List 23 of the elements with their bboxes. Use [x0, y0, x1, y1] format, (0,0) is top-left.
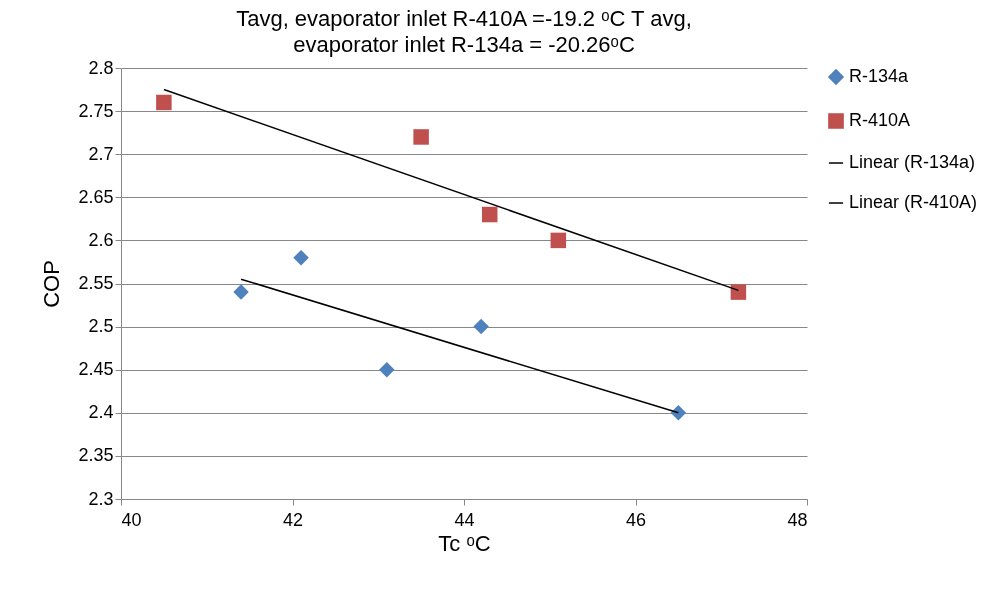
x-axis-title: Tc ᵒC: [438, 530, 491, 556]
legend-label: Linear (R-134a): [849, 152, 976, 172]
y-axis-title: COP: [39, 260, 65, 308]
y-tick-label: 2.5: [88, 316, 114, 337]
y-tick-label: 2.8: [88, 57, 114, 78]
y-tick-label: 2.55: [78, 273, 114, 293]
x-tick-label: 46: [625, 509, 647, 530]
y-tick-label: 2.3: [88, 488, 114, 509]
y-tick-label: 2.35: [78, 445, 114, 466]
y-tick-label: 2.6: [88, 229, 114, 250]
y-tick-label: 2.75: [78, 100, 114, 121]
y-tick-label: 2.45: [78, 359, 114, 380]
y-tick-label: 2.65: [78, 186, 114, 207]
chart-title: Tavg, evaporator inlet R-410A =-19.2 ᵒC T avg, evaporator inlet R-134a = -20.26ᵒC: [236, 6, 692, 57]
y-tick-label: 2.7: [88, 143, 114, 164]
x-tick-label: 42: [282, 509, 304, 530]
y-tick-label: 2.4: [88, 402, 114, 423]
legend-label: R-410A: [849, 110, 911, 130]
legend-label: R-134a: [849, 66, 910, 86]
legend-label: Linear (R-410A): [849, 192, 978, 212]
x-tick-label: 48: [787, 509, 808, 530]
x-tick-label: 44: [454, 509, 475, 530]
x-tick-label: 40: [121, 509, 142, 530]
